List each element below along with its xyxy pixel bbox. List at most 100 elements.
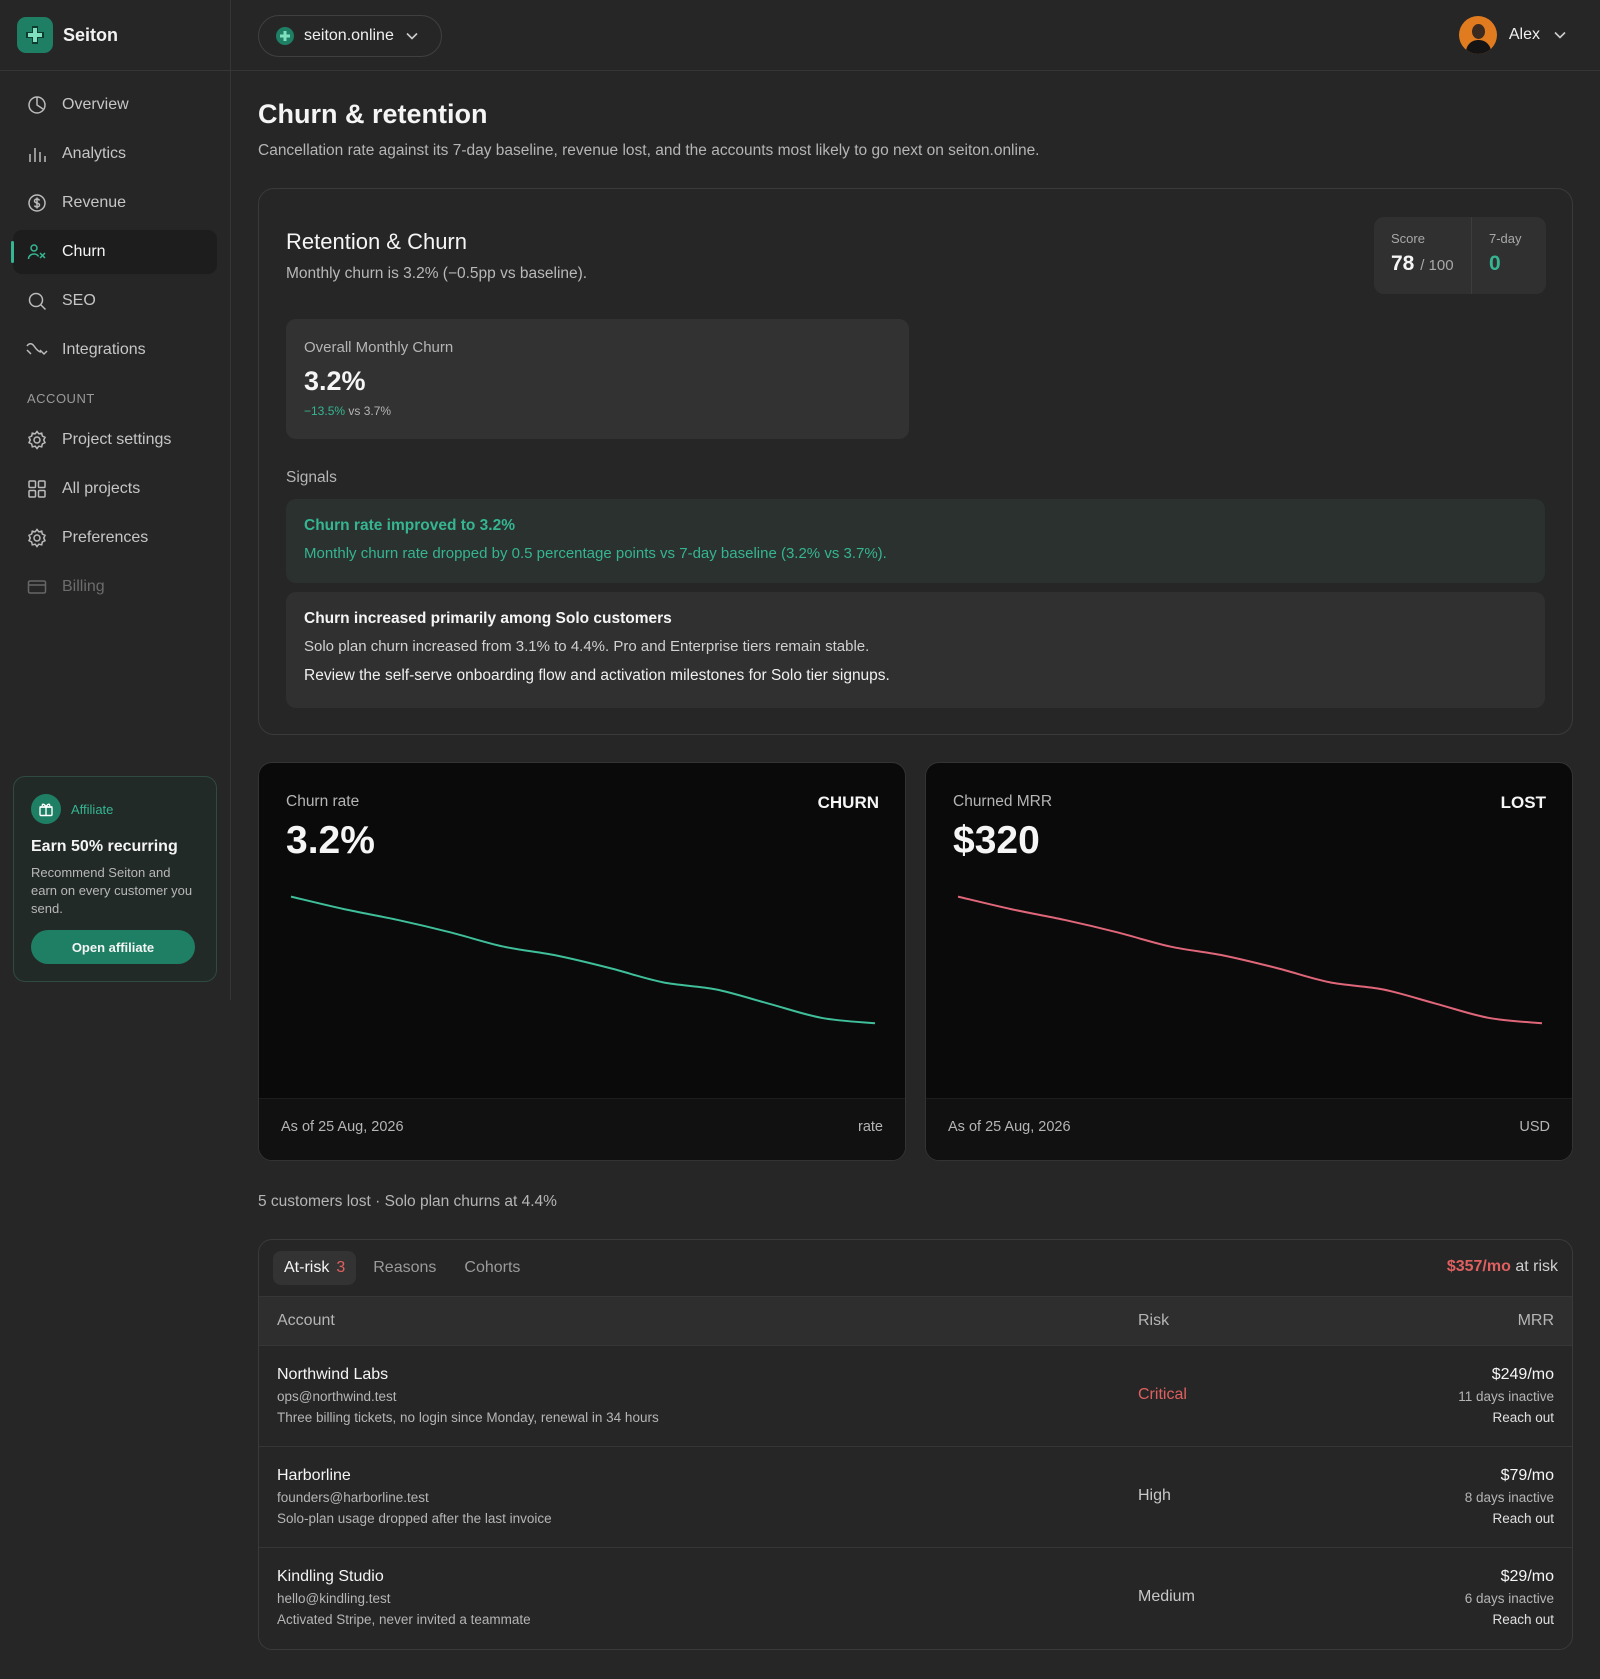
table-row[interactable]: Northwind Labs ops@northwind.test Three … [259, 1346, 1572, 1447]
gift-icon [31, 794, 61, 824]
sidebar-item-overview[interactable]: Overview [13, 83, 217, 127]
churn-rate-label: Churn rate [286, 793, 360, 810]
account-email: founders@harborline.test [277, 1490, 429, 1505]
score-box: Score 78 / 100 7-day 0 [1374, 217, 1546, 294]
sidebar-item-label: Churn [62, 243, 106, 260]
overall-label: Overall Monthly Churn [304, 339, 454, 356]
at-risk-table: At-risk 3 Reasons Cohorts $357/mo at ris… [258, 1239, 1573, 1650]
tab-count: 3 [336, 1259, 346, 1276]
topbar: seiton.online Alex [231, 0, 1600, 71]
sidebar-item-integrations[interactable]: Integrations [13, 328, 217, 372]
churn-rate-chart [290, 895, 876, 1025]
reach-out-link[interactable]: Reach out [1492, 1410, 1554, 1425]
account-note: Activated Stripe, never invited a teamma… [277, 1612, 531, 1627]
brand-name: Seiton [63, 24, 119, 45]
at-risk-amount: $357/mo [1446, 1258, 1511, 1275]
churn-asof: As of 25 Aug, 2026 [281, 1119, 404, 1135]
account-note: Solo-plan usage dropped after the last i… [277, 1511, 552, 1526]
retention-title: Retention & Churn [286, 229, 467, 254]
sidebar-item-label: Revenue [62, 194, 127, 211]
search-icon [26, 290, 48, 312]
main-content: Churn & retention Cancellation rate agai… [258, 71, 1573, 1650]
sidebar-item-label: Integrations [62, 341, 146, 358]
sidebar-item-all-projects[interactable]: All projects [13, 467, 217, 511]
overall-compare: vs 3.7% [348, 404, 392, 418]
header-risk[interactable]: Risk [1138, 1312, 1170, 1329]
page-title: Churn & retention [258, 99, 488, 129]
risk-level: Medium [1138, 1588, 1195, 1605]
sidebar-item-project-settings[interactable]: Project settings [13, 418, 217, 462]
inactive-days: 8 days inactive [1464, 1490, 1554, 1505]
score-value: 78 [1391, 252, 1415, 275]
sidebar-item-billing[interactable]: Billing [13, 565, 217, 609]
overall-delta: −13.5% [304, 404, 346, 418]
churn-rate-line [290, 895, 876, 1025]
table-header: Account Risk MRR [259, 1296, 1572, 1346]
reach-out-link[interactable]: Reach out [1492, 1612, 1554, 1627]
sidebar-item-label: Billing [62, 578, 105, 595]
inactive-days: 6 days inactive [1464, 1591, 1554, 1606]
account-email: hello@kindling.test [277, 1591, 391, 1606]
sidebar: Seiton Overview Analytics Revenue Churn … [0, 0, 231, 1000]
at-risk-suffix: at risk [1515, 1258, 1558, 1275]
account-note: Three billing tickets, no login since Mo… [277, 1410, 659, 1425]
churn-unit: rate [858, 1119, 883, 1135]
header-mrr[interactable]: MRR [1517, 1312, 1554, 1329]
sidebar-item-churn[interactable]: Churn [11, 230, 217, 274]
customers-lost-summary: 5 customers lost · Solo plan churns at 4… [258, 1193, 557, 1210]
score-label: Score [1391, 231, 1425, 246]
tab-label: At-risk [284, 1259, 330, 1276]
reach-out-link[interactable]: Reach out [1492, 1511, 1554, 1526]
tab-cohorts[interactable]: Cohorts [464, 1259, 521, 1276]
chevron-down-icon [406, 32, 418, 40]
score-max: / 100 [1420, 257, 1454, 274]
signal-positive: Churn rate improved to 3.2% Monthly chur… [286, 499, 1545, 583]
sidebar-item-preferences[interactable]: Preferences [13, 516, 217, 560]
table-row[interactable]: Kindling Studio hello@kindling.test Acti… [259, 1548, 1572, 1649]
sidebar-item-label: SEO [62, 292, 96, 309]
account-mrr: $79/mo [1500, 1467, 1554, 1484]
sidebar-item-label: Preferences [62, 529, 149, 546]
grid-icon [26, 478, 48, 500]
churn-tag: CHURN [817, 793, 879, 812]
project-name: seiton.online [304, 27, 394, 44]
affiliate-tag: Affiliate [71, 801, 114, 817]
sidebar-item-revenue[interactable]: Revenue [13, 181, 217, 225]
sidebar-item-seo[interactable]: SEO [13, 279, 217, 323]
inactive-days: 11 days inactive [1458, 1389, 1554, 1404]
main-nav: Overview Analytics Revenue Churn SEO Int… [0, 71, 230, 609]
card-icon [26, 576, 48, 598]
project-logo-icon [276, 27, 294, 45]
table-row[interactable]: Harborline founders@harborline.test Solo… [259, 1447, 1572, 1548]
risk-level: Critical [1138, 1386, 1187, 1403]
mrr-asof: As of 25 Aug, 2026 [948, 1119, 1071, 1135]
mrr-unit: USD [1519, 1119, 1550, 1135]
overall-value: 3.2% [304, 366, 366, 396]
affiliate-description: Recommend Seiton and earn on every custo… [31, 865, 193, 916]
churn-rate-card: Churn rate 3.2% CHURN As of 25 Aug, 2026… [258, 762, 906, 1161]
signal-insight: Churn increased primarily among Solo cus… [286, 592, 1545, 708]
signal-positive-title: Churn rate improved to 3.2% [304, 517, 516, 534]
tab-at-risk[interactable]: At-risk 3 [273, 1251, 357, 1285]
overall-churn-box: Overall Monthly Churn 3.2% −13.5% vs 3.7… [286, 319, 909, 439]
brand[interactable]: Seiton [0, 0, 230, 71]
churned-mrr-label: Churned MRR [953, 793, 1053, 810]
signal-insight-title: Churn increased primarily among Solo cus… [304, 610, 672, 627]
account-name: Northwind Labs [277, 1366, 389, 1383]
churned-mrr-card: Churned MRR $320 LOST As of 25 Aug, 2026… [925, 762, 1573, 1161]
tab-reasons[interactable]: Reasons [373, 1259, 437, 1276]
user-menu[interactable]: Alex [1458, 16, 1566, 54]
integrations-icon [26, 339, 48, 361]
sidebar-item-label: Overview [62, 96, 129, 113]
page-subtitle: Cancellation rate against its 7-day base… [258, 142, 1040, 159]
open-affiliate-button[interactable]: Open affiliate [31, 930, 195, 964]
analytics-icon [26, 143, 48, 165]
sidebar-item-analytics[interactable]: Analytics [13, 132, 217, 176]
account-name: Harborline [277, 1467, 351, 1484]
sidebar-item-label: Analytics [62, 145, 127, 162]
project-selector[interactable]: seiton.online [258, 15, 442, 57]
churn-rate-value: 3.2% [286, 819, 375, 862]
header-account[interactable]: Account [277, 1312, 335, 1329]
sidebar-item-label: Project settings [62, 431, 172, 448]
gear-icon [26, 527, 48, 549]
